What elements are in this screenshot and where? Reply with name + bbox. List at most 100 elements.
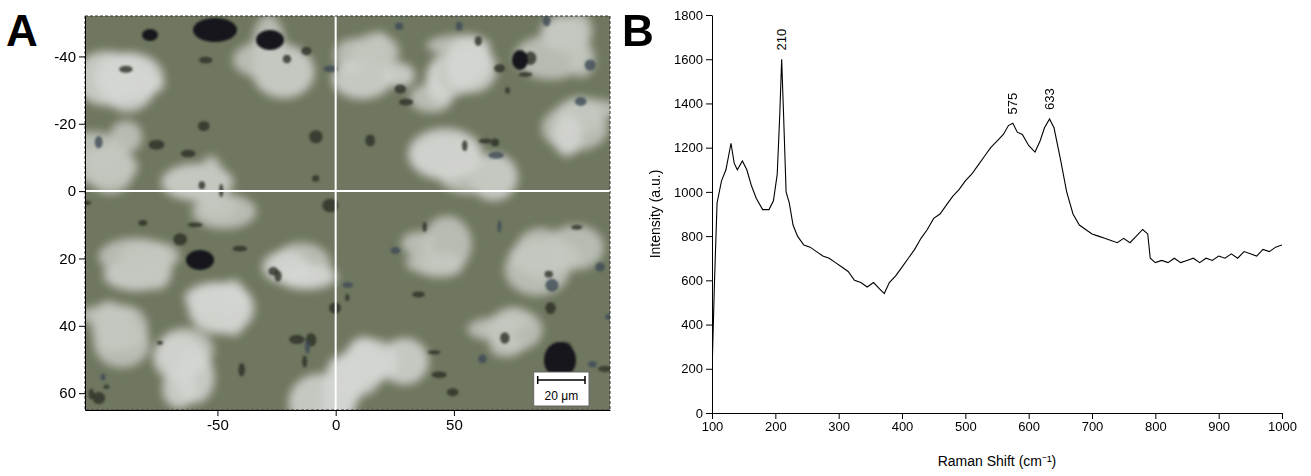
grain [289,335,305,344]
tick-mark [706,236,712,237]
grain [394,85,406,94]
grain [543,16,551,26]
grain [274,270,281,281]
light-patch [569,41,595,78]
grain [575,97,587,106]
light-patch [553,116,581,157]
tick-label: 0 [68,182,76,199]
tick: 200 [765,413,787,434]
light-patch [509,239,581,275]
tick-mark [79,124,85,125]
tick: 1800 [674,8,712,23]
tick: 800 [681,229,712,244]
tick: 1000 [1268,413,1297,434]
grain [478,354,486,363]
light-patch [253,16,285,75]
tick-mark [902,413,903,419]
grain [345,294,349,301]
tick-label: 60 [59,384,76,401]
grain [391,247,401,254]
tick-label: 50 [446,416,463,433]
light-patch [85,51,139,106]
grain [585,59,596,70]
tick: 800 [1145,413,1167,434]
tick-label: 900 [1208,419,1230,434]
tick-label: 600 [1018,419,1040,434]
tick-label: 1600 [674,52,703,67]
grain [173,233,187,245]
grain [595,262,605,271]
tick-label: 1000 [674,185,703,200]
dark-grains [85,16,610,404]
panel-label: B [622,6,654,55]
peak-label: 575 [1005,93,1020,115]
tick-label: -20 [54,115,76,132]
figure: 20 μm-50050-40-200204060A100200300400500… [0,0,1311,476]
axis-line [86,410,611,411]
tick-label: 800 [1145,419,1167,434]
tick-label: 700 [1082,419,1104,434]
grain [475,36,482,46]
tick-mark [706,413,712,414]
tick-mark [965,413,966,419]
grain [365,134,375,146]
crosshair-vertical [335,16,337,410]
tick-label: 200 [681,361,703,376]
grain [447,388,459,396]
grain [302,356,307,368]
grain [198,121,210,131]
scale-bar-line [538,376,585,384]
tick-mark [706,103,712,104]
tick-mark [706,148,712,149]
grain [428,350,441,354]
tick-label: 100 [702,419,724,434]
tick: 600 [1018,413,1040,434]
tick: 400 [681,317,712,332]
tick-mark [839,413,840,419]
tick-label: 200 [765,419,787,434]
light-patch [199,193,237,219]
plot-area [712,59,1282,373]
axis: -50050 [86,410,611,433]
grain [494,64,505,72]
grain [193,18,237,42]
tick: -40 [54,48,85,65]
tick-label: 0 [696,406,703,421]
grain [186,250,214,270]
tick-mark [706,280,712,281]
grain [342,282,353,288]
micrograph [85,16,610,410]
tick-mark [706,15,712,16]
axis-line [713,413,1283,414]
grain [101,374,106,381]
tick-mark [706,325,712,326]
grain [142,29,158,41]
micrograph-ground [85,16,610,410]
grain [588,361,596,367]
scale-bar: 20 μm [534,372,589,406]
tick: 1000 [674,185,712,200]
tick: 0 [332,410,340,433]
grain [301,47,311,55]
spectrum-line [712,59,1282,373]
grain [188,223,203,228]
tick-mark [706,192,712,193]
tick-mark [1282,413,1283,419]
tick-mark [79,258,85,259]
tick-label: -40 [54,48,76,65]
scale-bar-box [534,372,589,406]
light-patch [188,282,255,334]
tick-label: 300 [828,419,850,434]
grain [488,152,504,159]
peak-label: 210 [774,29,789,51]
tick-mark [706,369,712,370]
tick-mark [1219,413,1220,419]
tick: 1400 [674,96,712,111]
x-axis-title: Raman Shift (cm⁻¹) [938,453,1057,469]
tick: 600 [681,273,712,288]
tick-label: 400 [681,317,703,332]
tick-label: 500 [955,419,977,434]
axis: 020040060080010001200140016001800 [674,8,712,421]
grain [93,392,106,404]
annotations: 210575633 [774,29,1057,115]
